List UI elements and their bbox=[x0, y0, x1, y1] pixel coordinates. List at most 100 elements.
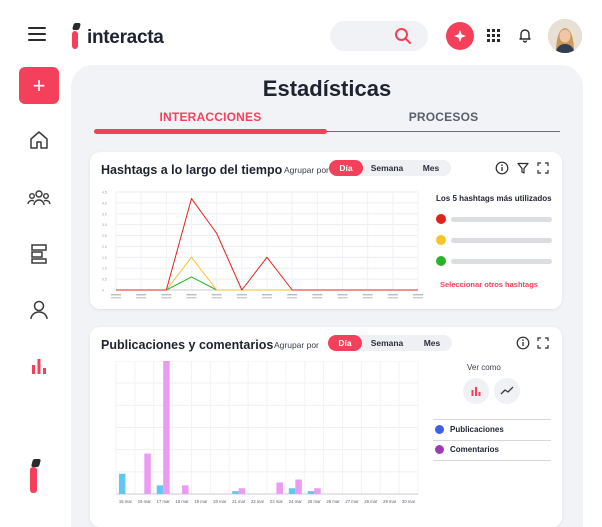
bar bbox=[314, 488, 321, 494]
hashtag-placeholder bbox=[451, 216, 552, 222]
x-tick-label bbox=[413, 297, 423, 299]
group-month-option[interactable]: Mes bbox=[423, 338, 441, 348]
view-as-label: Ver como bbox=[467, 363, 501, 372]
hashtag-legend-item[interactable] bbox=[436, 235, 552, 245]
x-tick-label bbox=[161, 297, 172, 299]
search-icon[interactable] bbox=[394, 27, 412, 45]
x-tick-label bbox=[262, 297, 272, 299]
hashtag-placeholder bbox=[451, 258, 552, 264]
legend-publications[interactable]: Publicaciones bbox=[435, 425, 504, 434]
bar bbox=[156, 485, 164, 494]
x-tick-label bbox=[186, 294, 197, 296]
home-icon[interactable] bbox=[27, 128, 51, 152]
ai-assistant-button[interactable] bbox=[446, 22, 474, 50]
statistics-panel: Estadísticas INTERACCIONES PROCESOS Hash… bbox=[71, 65, 583, 527]
x-tick-label bbox=[186, 297, 197, 299]
x-tick-label: 24 mar bbox=[289, 499, 303, 504]
brand-mark-icon bbox=[30, 459, 44, 493]
avatar-image bbox=[548, 19, 582, 53]
y-tick-label: 4.0 bbox=[102, 201, 107, 205]
x-tick-label: 17 mar bbox=[157, 499, 171, 504]
y-tick-label: 2.0 bbox=[102, 245, 107, 249]
stack-icon[interactable] bbox=[27, 242, 51, 266]
bar-chart-icon bbox=[471, 387, 481, 396]
legend-comments-label: Comentarios bbox=[450, 445, 499, 454]
x-tick-label bbox=[211, 294, 222, 296]
expand-icon[interactable] bbox=[536, 161, 550, 175]
x-tick-label bbox=[312, 297, 323, 299]
group-month-option[interactable]: Mes bbox=[422, 163, 440, 173]
x-tick-label: 30 mar bbox=[402, 499, 416, 504]
view-line-button[interactable] bbox=[494, 378, 520, 404]
hashtag-legend-item[interactable] bbox=[436, 256, 552, 266]
tab-procesos[interactable]: PROCESOS bbox=[408, 110, 479, 124]
view-bar-button[interactable] bbox=[463, 378, 489, 404]
legend-divider bbox=[433, 419, 551, 420]
people-icon[interactable] bbox=[27, 186, 51, 210]
sparkle-icon bbox=[454, 30, 466, 42]
hamburger-menu-icon[interactable] bbox=[28, 27, 46, 41]
x-tick-label bbox=[136, 297, 147, 299]
group-by-label: Agrupar por bbox=[274, 340, 319, 350]
x-tick-label bbox=[211, 297, 222, 299]
group-by-selector: Día Semana Mes bbox=[329, 160, 451, 176]
search-bar[interactable] bbox=[330, 21, 428, 51]
apps-grid-icon[interactable] bbox=[487, 29, 500, 42]
group-week-option[interactable]: Semana bbox=[370, 163, 404, 173]
info-icon[interactable] bbox=[516, 336, 530, 350]
bell-icon[interactable] bbox=[518, 27, 532, 43]
legend-comments[interactable]: Comentarios bbox=[435, 445, 499, 454]
user-avatar[interactable] bbox=[548, 19, 582, 53]
bar bbox=[288, 488, 296, 494]
x-tick-label: 19 mar bbox=[194, 499, 208, 504]
expand-icon[interactable] bbox=[536, 336, 550, 350]
y-tick-label: 4.5 bbox=[102, 191, 107, 195]
x-tick-label: 20 mar bbox=[213, 499, 227, 504]
bar bbox=[163, 361, 170, 494]
x-tick-label: 26 mar bbox=[327, 499, 341, 504]
x-tick-label: 27 mar bbox=[345, 499, 359, 504]
group-day-option[interactable]: Día bbox=[329, 160, 363, 176]
group-week-option[interactable]: Semana bbox=[370, 338, 404, 348]
x-tick-label: 29 mar bbox=[383, 499, 397, 504]
x-tick-label bbox=[362, 294, 373, 296]
x-tick-label: 22 mar bbox=[251, 499, 265, 504]
create-new-button[interactable]: + bbox=[19, 67, 59, 104]
legend-divider bbox=[433, 440, 551, 441]
filter-icon[interactable] bbox=[516, 161, 530, 175]
x-tick-label bbox=[287, 297, 298, 299]
bar bbox=[307, 491, 315, 494]
bar-chart-icon[interactable] bbox=[27, 354, 51, 378]
bar bbox=[238, 488, 246, 494]
tab-divider bbox=[94, 131, 560, 132]
page-title: Estadísticas bbox=[262, 76, 392, 101]
y-tick-label: 3.0 bbox=[102, 223, 107, 227]
x-tick-label bbox=[136, 294, 147, 296]
legend-dot-blue bbox=[435, 425, 444, 434]
app-name: interacta bbox=[87, 27, 164, 48]
bar bbox=[144, 453, 151, 494]
group-day-option[interactable]: Día bbox=[328, 335, 362, 351]
x-tick-label: 25 mar bbox=[308, 499, 322, 504]
app-logo[interactable]: interacta bbox=[72, 23, 164, 49]
posts-comments-card: Publicaciones y comentarios Agrupar por … bbox=[90, 327, 562, 527]
x-tick-label: 23 mar bbox=[270, 499, 284, 504]
x-tick-label: 28 mar bbox=[364, 499, 378, 504]
y-tick-label: 2.5 bbox=[102, 234, 107, 238]
top-hashtags-title: Los 5 hashtags más utilizados bbox=[436, 194, 552, 203]
select-other-hashtags-link[interactable]: Seleccionar otros hashtags bbox=[440, 280, 538, 289]
hashtag-legend-item[interactable] bbox=[436, 214, 552, 224]
hashtags-card: Hashtags a lo largo del tiempo Agrupar p… bbox=[90, 152, 562, 309]
tab-interacciones[interactable]: INTERACCIONES bbox=[159, 110, 262, 124]
user-icon[interactable] bbox=[27, 298, 51, 322]
posts-card-title: Publicaciones y comentarios bbox=[101, 338, 274, 352]
info-icon[interactable] bbox=[495, 161, 509, 175]
legend-dot-purple bbox=[435, 445, 444, 454]
logo-mark-icon bbox=[72, 23, 81, 49]
legend-publications-label: Publicaciones bbox=[450, 425, 504, 434]
legend-dot-red bbox=[436, 214, 446, 224]
x-tick-label bbox=[413, 294, 423, 296]
x-tick-label bbox=[387, 294, 398, 296]
group-by-selector: Día Semana Mes bbox=[328, 335, 452, 351]
